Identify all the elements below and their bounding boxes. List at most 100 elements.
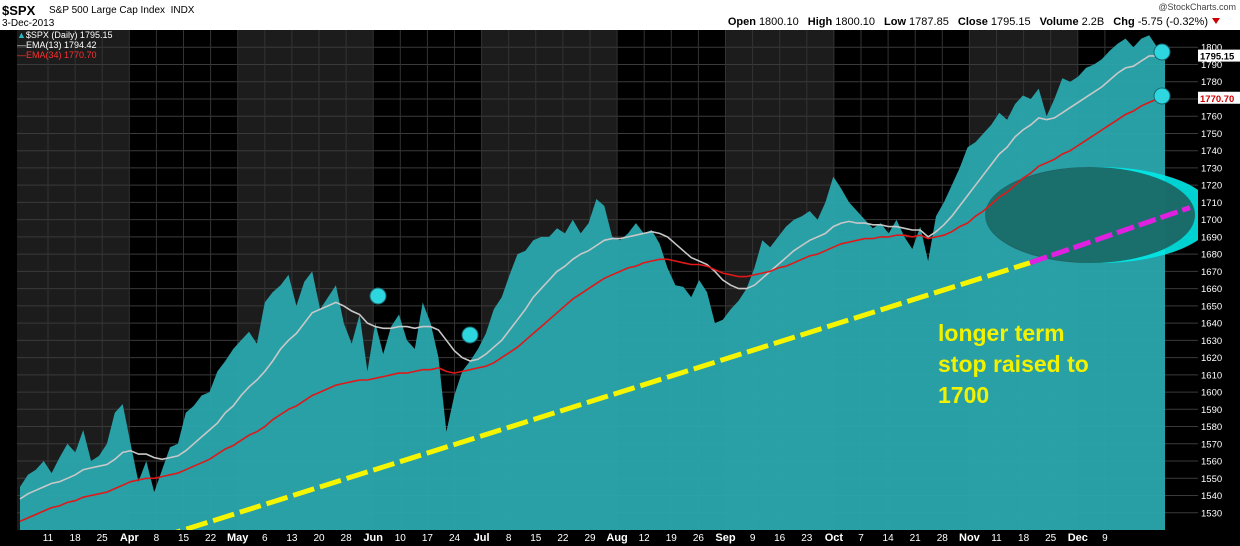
x-tick-label: Aug xyxy=(606,532,627,544)
x-tick-label: 16 xyxy=(774,533,786,544)
y-tick-label: 1580 xyxy=(1201,422,1222,433)
marker-circle xyxy=(1153,43,1171,61)
x-tick-label: Dec xyxy=(1068,532,1088,544)
y-tick-label: 1650 xyxy=(1201,301,1222,312)
x-axis-panel xyxy=(0,530,1240,546)
x-tick-label: 18 xyxy=(1018,533,1030,544)
high-value: 1800.10 xyxy=(835,16,875,28)
x-tick-label: 25 xyxy=(1045,533,1057,544)
x-tick-label: 20 xyxy=(313,533,325,544)
y-tick-label: 1680 xyxy=(1201,250,1222,261)
chart-legend: ▲$SPX (Daily) 1795.15 —EMA(13) 1794.42 —… xyxy=(17,30,112,60)
area-swatch-icon: ▲ xyxy=(17,30,26,40)
chg-value: -5.75 (-0.32%) xyxy=(1137,16,1208,28)
x-tick-label: 7 xyxy=(858,533,864,544)
symbol: $SPX xyxy=(2,3,36,18)
y-tick-label: 1670 xyxy=(1201,267,1222,278)
stop-zone-shadow xyxy=(985,167,1195,263)
last-price-tag: 1795.15 xyxy=(1200,52,1235,63)
ema34-line xyxy=(19,96,1166,523)
x-tick-label: 10 xyxy=(395,533,407,544)
volume-label: Volume xyxy=(1039,16,1079,28)
y-tick-label: 1630 xyxy=(1201,336,1222,347)
x-tick-label: 11 xyxy=(991,533,1002,544)
x-tick-label: 28 xyxy=(341,533,353,544)
y-tick-label: 1740 xyxy=(1201,146,1222,157)
y-tick-label: 1640 xyxy=(1201,319,1222,330)
y-tick-label: 1550 xyxy=(1201,474,1222,485)
x-tick-label: 9 xyxy=(1102,533,1108,544)
open-label: Open xyxy=(727,16,756,28)
ema13-line xyxy=(19,55,1166,500)
marker-circle xyxy=(369,287,387,305)
x-tick-label: 6 xyxy=(262,533,268,544)
y-tick-label: 1660 xyxy=(1201,284,1222,295)
ohlc-readout: Open 1800.10 High 1800.10 Low 1787.85 Close… xyxy=(722,16,1208,28)
x-tick-label: 14 xyxy=(883,533,895,544)
trendline xyxy=(132,260,1031,546)
legend-price: ▲$SPX (Daily) 1795.15 xyxy=(17,30,112,40)
y-tick-label: 1710 xyxy=(1201,198,1222,209)
x-tick-label: Jun xyxy=(363,532,383,544)
x-tick-label: 19 xyxy=(666,533,678,544)
open-value: 1800.10 xyxy=(758,16,799,28)
y-tick-label: 1800 xyxy=(1201,43,1222,54)
y-tick-label: 1730 xyxy=(1201,163,1222,174)
low-value: 1787.85 xyxy=(909,16,949,28)
x-tick-label: 15 xyxy=(530,533,542,544)
annotation-line-3: 1700 xyxy=(938,382,990,408)
chg-label: Chg xyxy=(1113,16,1135,28)
x-tick-label: 25 xyxy=(97,533,109,544)
legend-ema34-label: EMA(34) 1770.70 xyxy=(26,50,97,60)
x-tick-label: 24 xyxy=(449,533,461,544)
x-tick-label: 21 xyxy=(910,533,922,544)
x-tick-label: Nov xyxy=(959,532,981,544)
y-tick-label: 1750 xyxy=(1201,129,1222,140)
y-tick-label: 1720 xyxy=(1201,181,1222,192)
annotation-line-2: stop raised to xyxy=(938,351,1089,377)
x-tick-label: Oct xyxy=(825,532,844,544)
exchange: INDX xyxy=(170,5,195,16)
y-tick-label: 1530 xyxy=(1201,508,1222,519)
high-label: High xyxy=(807,16,833,28)
x-tick-label: 23 xyxy=(801,533,813,544)
low-label: Low xyxy=(884,16,907,28)
last-ema34-tag-bg xyxy=(1198,91,1240,104)
annotation-text: longer term stop raised to 1700 xyxy=(938,318,1089,411)
x-tick-label: May xyxy=(227,532,249,544)
chart-header: $SPX S&P 500 Large Cap Index INDX 3-Dec-… xyxy=(0,0,1240,30)
y-tick-label: 1790 xyxy=(1201,60,1222,71)
x-tick-label: 11 xyxy=(43,533,54,544)
y-tick-label: 1600 xyxy=(1201,388,1222,399)
last-price-tag-bg xyxy=(1198,49,1240,62)
x-tick-label: 17 xyxy=(422,533,434,544)
x-tick-label: 26 xyxy=(693,533,705,544)
x-tick-label: 28 xyxy=(937,533,949,544)
y-tick-label: 1700 xyxy=(1201,215,1222,226)
line-swatch-icon: — xyxy=(17,50,26,60)
x-tick-label: Apr xyxy=(120,532,140,544)
x-tick-label: 22 xyxy=(205,533,217,544)
line-swatch-icon: — xyxy=(17,40,26,50)
legend-ema13-label: EMA(13) 1794.42 xyxy=(26,40,97,50)
y-tick-label: 1760 xyxy=(1201,112,1222,123)
y-tick-label: 1570 xyxy=(1201,439,1222,450)
close-label: Close xyxy=(957,16,988,28)
trendline-extension xyxy=(1029,205,1191,266)
index-name: S&P 500 Large Cap Index INDX xyxy=(49,5,194,16)
x-tick-label: 8 xyxy=(154,533,160,544)
legend-ema13: —EMA(13) 1794.42 xyxy=(17,40,112,50)
x-tick-label: 22 xyxy=(557,533,569,544)
annotation-line-1: longer term xyxy=(938,320,1065,346)
x-tick-label: 18 xyxy=(70,533,82,544)
x-tick-label: Sep xyxy=(715,532,735,544)
y-tick-label: 1690 xyxy=(1201,232,1222,243)
x-tick-label: 8 xyxy=(506,533,512,544)
chart-date: 3-Dec-2013 xyxy=(2,18,55,29)
x-tick-label: 12 xyxy=(639,533,651,544)
x-tick-label: 13 xyxy=(286,533,298,544)
close-value: 1795.15 xyxy=(990,16,1031,28)
legend-ema34: —EMA(34) 1770.70 xyxy=(17,50,112,60)
y-tick-label: 1620 xyxy=(1201,353,1222,364)
